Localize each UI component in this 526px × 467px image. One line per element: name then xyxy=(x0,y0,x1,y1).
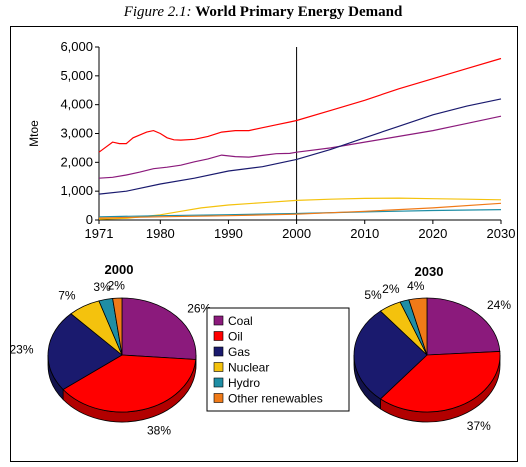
legend-swatch-other-renewables xyxy=(213,393,224,403)
legend-label-coal: Coal xyxy=(228,314,253,328)
y-tick-label: 0 xyxy=(86,212,93,227)
pie-slice-other-renewables xyxy=(408,297,428,356)
pie-label-oil: 37% xyxy=(467,419,491,433)
pie-label-coal: 24% xyxy=(487,298,511,312)
y-tick-label: 6,000 xyxy=(60,39,93,54)
y-tick-label: 5,000 xyxy=(60,68,93,83)
legend-swatch-hydro xyxy=(213,377,224,388)
legend-box xyxy=(206,307,350,412)
pie-label-nuclear: 5% xyxy=(364,288,382,302)
y-tick-label: 1,000 xyxy=(60,183,93,198)
y-tick-label: 3,000 xyxy=(60,126,93,141)
pie-side-shade-oil xyxy=(63,359,196,423)
series-line-oil xyxy=(98,57,502,153)
pie-label-other-renewables: 2% xyxy=(108,279,126,293)
figure-title: Figure 2.1: World Primary Energy Demand xyxy=(0,2,526,22)
y-axis-label: Mtoe xyxy=(27,120,41,147)
pie-side-shade-gas xyxy=(354,355,381,409)
figure-number: Figure 2.1: xyxy=(123,4,192,20)
x-tick-label: 1990 xyxy=(214,226,243,241)
series-line-hydro xyxy=(98,209,502,218)
x-tick-label: 1980 xyxy=(146,226,175,241)
pie-side-shade-gas xyxy=(48,355,64,400)
pie-label-hydro: 2% xyxy=(382,282,400,296)
y-tick-label: 2,000 xyxy=(60,154,93,169)
legend-swatch-gas xyxy=(213,346,224,357)
pie-slice-oil xyxy=(62,354,197,413)
pie-label-nuclear: 7% xyxy=(58,288,76,302)
pie-label-coal: 26% xyxy=(187,302,211,316)
pie-label-other-renewables: 4% xyxy=(407,279,425,293)
series-line-gas xyxy=(98,98,502,195)
series-line-nuclear xyxy=(98,197,502,220)
legend-label-other-renewables: Other renewables xyxy=(228,392,323,406)
series-line-coal xyxy=(98,115,502,179)
x-tick-label: 2000 xyxy=(282,226,311,241)
pie-slice-coal xyxy=(426,297,501,356)
legend-label-gas: Gas xyxy=(228,345,250,359)
legend-label-nuclear: Nuclear xyxy=(228,361,269,375)
legend-swatch-nuclear xyxy=(213,362,224,372)
series-line-other-renewables xyxy=(98,202,502,219)
x-tick-label: 1971 xyxy=(85,226,114,241)
pie-title: 2000 xyxy=(105,262,134,277)
pie-side-shade-oil xyxy=(380,355,500,423)
legend-swatch-coal xyxy=(213,315,224,326)
figure-canvas: 0 1,000 2,000 3,000 4,000 5,000 6,000 1971 1980 1… xyxy=(11,39,515,438)
figure-frame: 0 1,000 2,000 3,000 4,000 5,000 6,000 1971 1980 1… xyxy=(10,26,518,462)
pie-slice-oil xyxy=(379,351,501,413)
legend-label-oil: Oil xyxy=(228,330,243,344)
x-tick-label: 2030 xyxy=(487,226,516,241)
pie-slice-coal xyxy=(121,297,197,360)
pie-label-gas: 23% xyxy=(11,343,34,357)
pie-title: 2030 xyxy=(415,264,444,279)
figure-name: World Primary Energy Demand xyxy=(195,4,403,20)
x-tick-label: 2010 xyxy=(350,226,379,241)
pie-label-hydro: 3% xyxy=(93,280,111,294)
pie-slice-other-renewables xyxy=(112,297,123,356)
legend-swatch-oil xyxy=(213,331,224,341)
x-tick-label: 2020 xyxy=(418,226,447,241)
legend-label-hydro: Hydro xyxy=(228,376,260,390)
pie-chart-2000: 2000 26% 38% 23% 7% 3%2% xyxy=(11,262,212,438)
y-tick-label: 4,000 xyxy=(60,97,93,112)
line-chart: 0 1,000 2,000 3,000 4,000 5,000 6,000 1971 1980 1… xyxy=(27,39,515,241)
pie-slice-gas xyxy=(353,310,428,400)
pie-slice-gas xyxy=(47,313,123,391)
pie-label-oil: 38% xyxy=(147,424,171,438)
